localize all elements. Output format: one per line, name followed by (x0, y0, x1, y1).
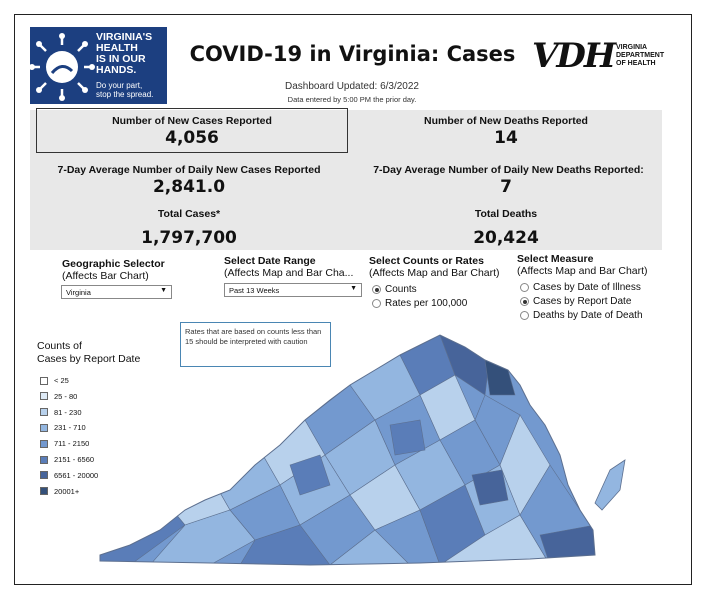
total-deaths-value: 20,424 (473, 228, 539, 248)
radio-empty-icon (520, 283, 529, 292)
rates-caution-note: Rates that are based on counts less than… (180, 322, 331, 367)
counts-rates-title: Select Counts or Rates (369, 255, 484, 267)
new-cases-label: Number of New Cases Reported (112, 115, 272, 127)
data-entered-note: Data entered by 5:00 PM the prior day. (287, 95, 417, 104)
new-deaths-label: Number of New Deaths Reported (424, 115, 588, 127)
legend-label: 81 - 230 (54, 407, 82, 417)
date-range-subtitle: (Affects Map and Bar Cha... (224, 267, 354, 279)
legend-label: < 25 (54, 376, 69, 385)
legend-item: 25 - 80 (40, 392, 77, 401)
radio-selected-icon (372, 285, 381, 294)
legend-item: 231 - 710 (40, 423, 86, 432)
legend-item: 20001+ (40, 487, 79, 496)
radio-empty-icon (372, 299, 381, 308)
eastern-shore-region (594, 459, 626, 511)
legend-swatch (40, 376, 48, 385)
legend-title: Counts of Cases by Report Date (37, 340, 141, 365)
legend-item: < 25 (40, 376, 69, 385)
logo-headline: VIRGINIA'S HEALTH IS IN OUR HANDS. (96, 31, 153, 76)
legend-swatch (40, 408, 48, 417)
legend-swatch (40, 392, 48, 401)
legend-item: 711 - 2150 (40, 439, 89, 448)
legend-label: 20001+ (54, 486, 80, 496)
vdh-logo: VDH VIRGINIA DEPARTMENT OF HEALTH (532, 36, 665, 76)
total-cases-value: 1,797,700 (141, 228, 237, 248)
virus-icon (30, 33, 95, 101)
radio-rates[interactable]: Rates per 100,000 (372, 298, 467, 309)
page-title: COVID-19 in Virginia: Cases (189, 42, 516, 66)
avg-cases-label: 7-Day Average Number of Daily New Cases … (57, 164, 321, 176)
total-deaths-label: Total Deaths (474, 208, 538, 220)
geo-selector-title: Geographic Selector (62, 258, 165, 270)
legend-item: 81 - 230 (40, 408, 82, 417)
geo-selector-dropdown[interactable]: Virginia ▼ (61, 285, 172, 299)
date-range-title: Select Date Range (224, 255, 316, 267)
virginia-choropleth-map[interactable] (90, 325, 650, 580)
campaign-logo: VIRGINIA'S HEALTH IS IN OUR HANDS. Do yo… (30, 27, 167, 104)
new-cases-highlight (36, 108, 348, 153)
radio-selected-icon (520, 297, 529, 306)
measure-subtitle: (Affects Map and Bar Chart) (517, 265, 648, 277)
legend-swatch (40, 487, 48, 496)
chevron-down-icon: ▼ (160, 287, 167, 294)
vdh-mark: VDH (532, 36, 616, 76)
legend-swatch (40, 423, 48, 432)
avg-deaths-value: 7 (500, 177, 512, 197)
radio-deaths-by-date[interactable]: Deaths by Date of Death (520, 310, 643, 321)
legend-item: 2151 - 6560 (40, 455, 94, 464)
avg-cases-value: 2,841.0 (152, 177, 226, 197)
legend-swatch (40, 439, 48, 448)
avg-deaths-label: 7-Day Average Number of Daily New Deaths… (373, 164, 644, 176)
legend-item: 6561 - 20000 (40, 471, 98, 480)
date-range-dropdown[interactable]: Past 13 Weeks ▼ (224, 283, 362, 297)
counts-rates-subtitle: (Affects Map and Bar Chart) (369, 267, 500, 279)
total-cases-label: Total Cases* (157, 208, 221, 220)
legend-label: 25 - 80 (54, 391, 78, 401)
legend-label: 2151 - 6560 (54, 455, 95, 464)
stats-panel: Number of New Cases Reported 4,056 Numbe… (30, 110, 662, 250)
radio-empty-icon (520, 311, 529, 320)
legend-swatch (40, 455, 48, 464)
radio-counts[interactable]: Counts (372, 284, 417, 295)
dashboard-updated: Dashboard Updated: 6/3/2022 (285, 81, 419, 92)
legend-label: 231 - 710 (54, 423, 86, 433)
radio-cases-by-illness[interactable]: Cases by Date of Illness (520, 282, 641, 293)
measure-title: Select Measure (517, 253, 594, 265)
new-cases-value: 4,056 (165, 128, 219, 148)
logo-tagline: Do your part, stop the spread. (96, 81, 154, 99)
geo-selector-subtitle: (Affects Bar Chart) (62, 270, 149, 282)
legend-swatch (40, 471, 48, 480)
legend-label: 711 - 2150 (54, 439, 90, 449)
legend-label: 6561 - 20000 (54, 470, 99, 480)
new-deaths-value: 14 (494, 128, 518, 148)
chevron-down-icon: ▼ (350, 285, 357, 292)
radio-cases-by-report[interactable]: Cases by Report Date (520, 296, 631, 307)
